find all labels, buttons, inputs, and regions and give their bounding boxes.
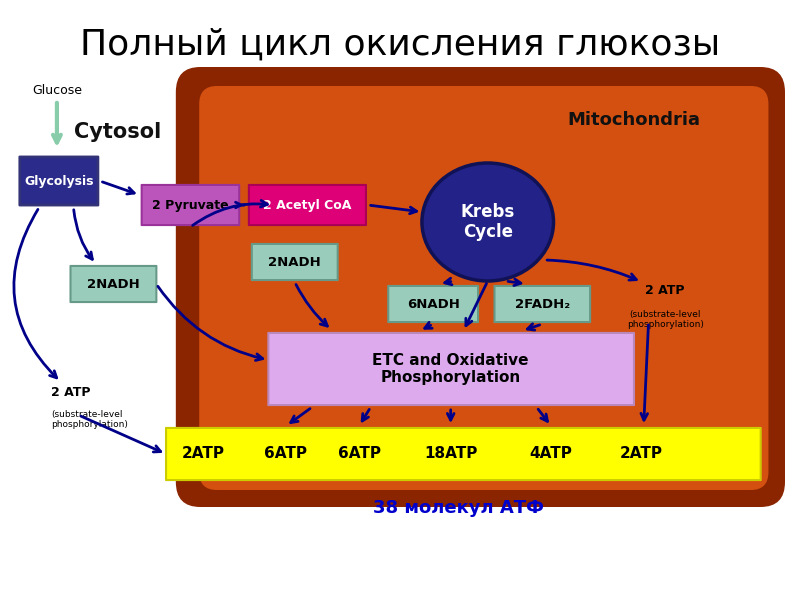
Text: Mitochondria: Mitochondria <box>567 111 701 129</box>
Text: (substrate-level
phosphorylation): (substrate-level phosphorylation) <box>626 310 703 329</box>
Text: Cytosol: Cytosol <box>74 122 161 142</box>
Ellipse shape <box>194 270 226 330</box>
FancyBboxPatch shape <box>388 286 478 322</box>
FancyBboxPatch shape <box>176 67 785 507</box>
Ellipse shape <box>732 240 770 320</box>
FancyBboxPatch shape <box>249 185 366 225</box>
Text: Glucose: Glucose <box>32 83 82 97</box>
FancyBboxPatch shape <box>70 266 156 302</box>
Ellipse shape <box>668 415 722 464</box>
Ellipse shape <box>322 407 386 464</box>
Text: 38 молекул АТФ: 38 молекул АТФ <box>373 499 544 517</box>
Text: 2 Acetyl CoA: 2 Acetyl CoA <box>263 199 351 211</box>
Text: 2FADH₂: 2FADH₂ <box>514 298 570 311</box>
Text: 18ATP: 18ATP <box>424 446 478 461</box>
Ellipse shape <box>498 407 561 464</box>
Text: 4ATP: 4ATP <box>530 446 573 461</box>
Text: 2ATP: 2ATP <box>620 446 663 461</box>
FancyBboxPatch shape <box>199 86 769 490</box>
Text: Krebs
Cycle: Krebs Cycle <box>461 203 515 241</box>
Ellipse shape <box>422 163 554 281</box>
Ellipse shape <box>410 404 478 464</box>
FancyBboxPatch shape <box>268 333 634 405</box>
FancyBboxPatch shape <box>252 244 338 280</box>
Text: (substrate-level
phosphorylation): (substrate-level phosphorylation) <box>51 410 128 430</box>
Ellipse shape <box>234 412 302 464</box>
Text: 6NADH: 6NADH <box>406 298 459 311</box>
Ellipse shape <box>199 385 226 435</box>
Text: 2 ATP: 2 ATP <box>51 385 90 398</box>
Text: 2NADH: 2NADH <box>87 277 140 290</box>
Text: 2 ATP: 2 ATP <box>646 283 685 296</box>
Text: ETC and Oxidative
Phosphorylation: ETC and Oxidative Phosphorylation <box>373 353 529 385</box>
Text: 6ATP: 6ATP <box>338 446 381 461</box>
Ellipse shape <box>590 412 649 464</box>
Text: Glycolysis: Glycolysis <box>24 175 94 187</box>
FancyBboxPatch shape <box>494 286 590 322</box>
FancyBboxPatch shape <box>20 157 98 205</box>
Text: Полный цикл окисления глюкозы: Полный цикл окисления глюкозы <box>80 28 720 62</box>
FancyBboxPatch shape <box>142 185 239 225</box>
Text: 2 Pyruvate: 2 Pyruvate <box>152 199 229 211</box>
Text: 2ATP: 2ATP <box>182 446 225 461</box>
FancyBboxPatch shape <box>166 428 761 480</box>
Text: 2NADH: 2NADH <box>268 256 321 269</box>
Text: 6ATP: 6ATP <box>265 446 307 461</box>
